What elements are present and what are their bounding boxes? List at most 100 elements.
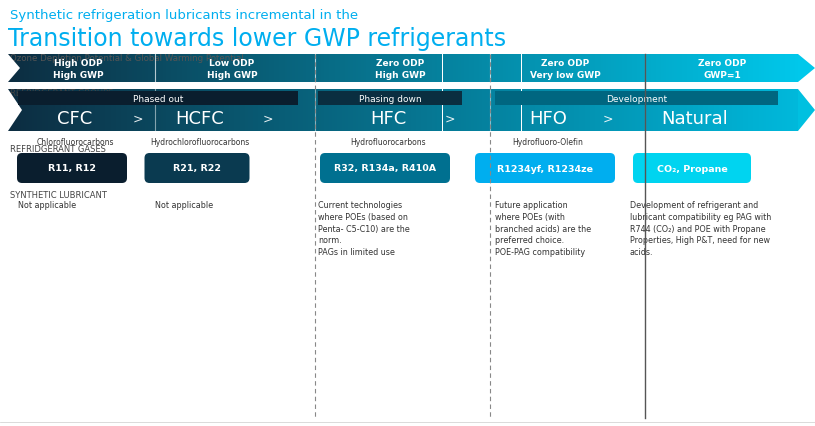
Bar bbox=[400, 90, 403, 132]
Bar bbox=[403, 90, 406, 132]
Bar bbox=[113, 55, 116, 83]
Bar bbox=[47, 55, 51, 83]
Bar bbox=[548, 90, 550, 132]
Bar bbox=[598, 55, 601, 83]
FancyBboxPatch shape bbox=[144, 154, 249, 184]
Bar bbox=[222, 55, 224, 83]
Bar bbox=[248, 90, 250, 132]
Bar bbox=[427, 55, 430, 83]
Bar bbox=[406, 90, 408, 132]
Bar bbox=[687, 90, 690, 132]
Bar bbox=[464, 55, 466, 83]
Bar bbox=[148, 90, 150, 132]
Text: SYNTHETIC LUBRICANT: SYNTHETIC LUBRICANT bbox=[10, 190, 107, 199]
Bar bbox=[782, 55, 785, 83]
Bar bbox=[627, 90, 629, 132]
Bar bbox=[440, 55, 443, 83]
Bar bbox=[205, 90, 208, 132]
Bar bbox=[253, 55, 256, 83]
Bar bbox=[342, 55, 345, 83]
Bar bbox=[561, 90, 564, 132]
Bar bbox=[318, 92, 462, 106]
Bar bbox=[156, 90, 158, 132]
Bar bbox=[79, 55, 82, 83]
Bar bbox=[471, 55, 474, 83]
Bar bbox=[293, 55, 295, 83]
Bar bbox=[263, 90, 266, 132]
Bar bbox=[166, 55, 169, 83]
Bar bbox=[498, 55, 500, 83]
Bar bbox=[366, 90, 368, 132]
Bar bbox=[532, 90, 535, 132]
Bar bbox=[40, 55, 42, 83]
Bar bbox=[466, 55, 469, 83]
Bar bbox=[427, 90, 430, 132]
Bar bbox=[738, 90, 740, 132]
Bar bbox=[780, 90, 782, 132]
Bar bbox=[543, 55, 545, 83]
Bar bbox=[276, 90, 280, 132]
Bar bbox=[71, 55, 74, 83]
Bar bbox=[200, 90, 203, 132]
Bar bbox=[245, 55, 248, 83]
Bar bbox=[203, 90, 205, 132]
Bar bbox=[163, 90, 166, 132]
Bar bbox=[266, 90, 269, 132]
Bar bbox=[437, 55, 440, 83]
Bar bbox=[411, 90, 413, 132]
Bar bbox=[237, 90, 240, 132]
Bar bbox=[492, 90, 496, 132]
Bar bbox=[447, 55, 451, 83]
Bar bbox=[469, 90, 471, 132]
Bar bbox=[150, 55, 153, 83]
Bar bbox=[690, 90, 693, 132]
Bar bbox=[224, 90, 227, 132]
Bar bbox=[690, 55, 693, 83]
Bar bbox=[261, 90, 263, 132]
Bar bbox=[656, 55, 659, 83]
Bar bbox=[556, 90, 558, 132]
Bar bbox=[108, 55, 111, 83]
Bar bbox=[738, 55, 740, 83]
Bar bbox=[124, 55, 126, 83]
Bar bbox=[311, 55, 314, 83]
Bar bbox=[192, 55, 195, 83]
Bar bbox=[353, 55, 355, 83]
Bar bbox=[353, 90, 355, 132]
Bar bbox=[648, 90, 650, 132]
Bar bbox=[342, 90, 345, 132]
Bar bbox=[753, 90, 756, 132]
Bar bbox=[716, 90, 719, 132]
Bar bbox=[137, 55, 139, 83]
Bar bbox=[19, 55, 21, 83]
Bar bbox=[158, 90, 161, 132]
Bar bbox=[163, 55, 166, 83]
Bar bbox=[45, 90, 47, 132]
Polygon shape bbox=[798, 90, 815, 132]
Bar bbox=[182, 55, 184, 83]
Bar bbox=[82, 55, 85, 83]
Bar bbox=[332, 55, 334, 83]
Bar bbox=[55, 55, 58, 83]
Bar bbox=[629, 55, 632, 83]
Bar bbox=[197, 55, 200, 83]
Bar bbox=[751, 55, 753, 83]
Bar bbox=[611, 55, 614, 83]
Bar bbox=[258, 55, 261, 83]
Bar bbox=[761, 90, 764, 132]
Bar bbox=[387, 55, 390, 83]
Text: Transition towards lower GWP refrigerants: Transition towards lower GWP refrigerant… bbox=[8, 27, 506, 51]
Text: High GWP: High GWP bbox=[207, 70, 258, 80]
Bar bbox=[250, 90, 253, 132]
Bar bbox=[732, 90, 735, 132]
Bar bbox=[47, 90, 51, 132]
Bar bbox=[153, 90, 156, 132]
Bar bbox=[8, 90, 11, 132]
Bar bbox=[609, 90, 611, 132]
Bar bbox=[553, 55, 556, 83]
Bar bbox=[793, 90, 795, 132]
Bar bbox=[719, 55, 721, 83]
Bar bbox=[685, 90, 687, 132]
Bar bbox=[171, 90, 174, 132]
Bar bbox=[126, 55, 129, 83]
